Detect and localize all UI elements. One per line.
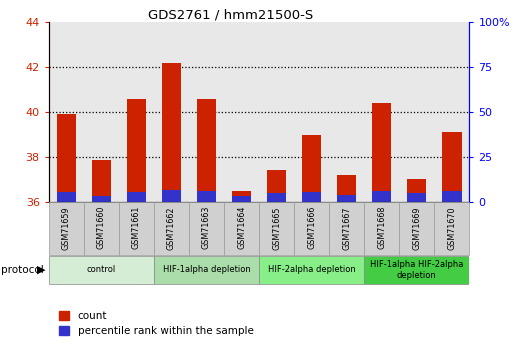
Bar <box>364 256 469 284</box>
Bar <box>407 193 426 202</box>
Text: GSM71664: GSM71664 <box>237 206 246 249</box>
Bar <box>259 202 294 255</box>
Bar <box>232 191 251 202</box>
Text: GSM71660: GSM71660 <box>97 206 106 249</box>
Bar <box>197 99 216 202</box>
Bar <box>337 195 357 202</box>
Bar <box>259 256 364 284</box>
Text: GSM71662: GSM71662 <box>167 206 176 249</box>
Bar <box>127 192 146 202</box>
Text: HIF-1alpha depletion: HIF-1alpha depletion <box>163 265 250 275</box>
Text: HIF-2alpha depletion: HIF-2alpha depletion <box>268 265 356 275</box>
Text: GSM71661: GSM71661 <box>132 206 141 249</box>
Text: GSM71666: GSM71666 <box>307 206 316 249</box>
Bar <box>49 202 84 255</box>
Text: GSM71669: GSM71669 <box>412 206 421 249</box>
Text: ▶: ▶ <box>37 265 46 275</box>
Bar <box>364 202 399 255</box>
Bar <box>302 135 321 202</box>
Bar <box>372 191 391 202</box>
Bar <box>302 192 321 202</box>
Bar <box>92 196 111 202</box>
Bar <box>189 202 224 255</box>
Bar <box>154 256 259 284</box>
Text: GSM71659: GSM71659 <box>62 206 71 250</box>
Bar <box>84 202 119 255</box>
Bar <box>224 202 259 255</box>
Bar <box>162 63 181 202</box>
Bar <box>329 202 364 255</box>
Bar <box>92 160 111 202</box>
Text: GSM71667: GSM71667 <box>342 206 351 249</box>
Bar <box>407 179 426 202</box>
Text: GSM71670: GSM71670 <box>447 206 457 249</box>
Bar <box>399 202 435 255</box>
Bar <box>127 99 146 202</box>
Bar <box>372 103 391 202</box>
Bar <box>442 191 462 202</box>
Bar <box>56 115 76 202</box>
Text: GSM71665: GSM71665 <box>272 206 281 249</box>
Text: GSM71663: GSM71663 <box>202 206 211 249</box>
Bar <box>294 202 329 255</box>
Bar <box>197 191 216 202</box>
Bar <box>56 192 76 202</box>
Bar <box>267 170 286 202</box>
Bar <box>154 202 189 255</box>
Text: GDS2761 / hmm21500-S: GDS2761 / hmm21500-S <box>148 9 313 22</box>
Bar <box>442 132 462 202</box>
Bar <box>119 202 154 255</box>
Legend: count, percentile rank within the sample: count, percentile rank within the sample <box>59 311 254 336</box>
Bar <box>162 190 181 202</box>
Text: control: control <box>87 265 116 275</box>
Bar <box>49 256 154 284</box>
Text: HIF-1alpha HIF-2alpha
depletion: HIF-1alpha HIF-2alpha depletion <box>370 260 464 280</box>
Text: protocol: protocol <box>1 265 43 275</box>
Bar <box>435 202 469 255</box>
Text: GSM71668: GSM71668 <box>377 206 386 249</box>
Bar <box>337 175 357 202</box>
Bar <box>232 196 251 202</box>
Bar <box>267 193 286 202</box>
